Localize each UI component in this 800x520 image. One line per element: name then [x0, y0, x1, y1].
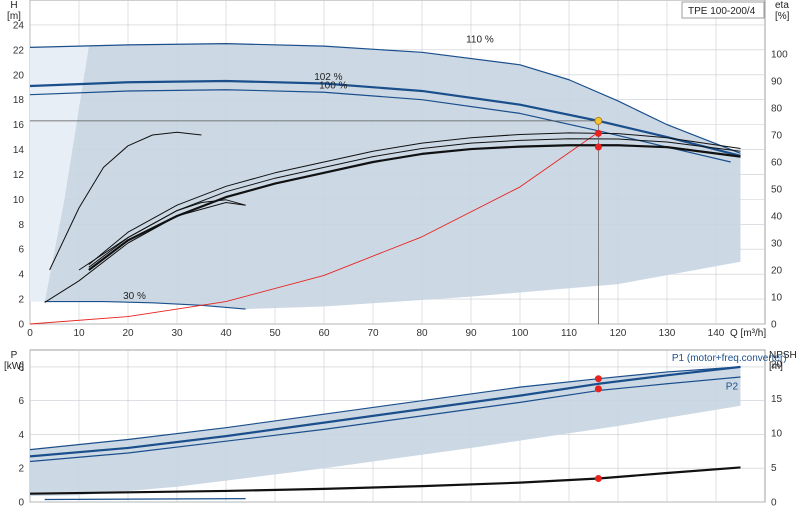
- x-tick-label: 40: [220, 328, 232, 339]
- y2-tick-label: 40: [771, 212, 783, 223]
- x-tick-label: 90: [465, 328, 477, 339]
- model-label: TPE 100-200/4: [688, 6, 756, 17]
- x-tick-label: 50: [269, 328, 281, 339]
- y2-tick-label: 70: [771, 131, 783, 142]
- series-line-p1-motor-freq-converter-: [29, 365, 741, 458]
- y-tick-label: 8: [18, 220, 24, 231]
- series-line-eta-30: [44, 202, 246, 303]
- y-tick-label: 16: [13, 120, 25, 131]
- y-tick-label: 12: [13, 170, 25, 181]
- duty-point: [594, 129, 602, 137]
- series-line-30-: [44, 300, 246, 310]
- x-axis-title: Q [m³/h]: [730, 328, 766, 339]
- x-tick-label: 30: [171, 328, 183, 339]
- curve-label: 30 %: [123, 291, 146, 302]
- y-axis-title-top: H [m]: [7, 0, 21, 22]
- x-tick-label: 120: [610, 328, 627, 339]
- y2-axis-title-bottom: NPSH [m]: [769, 350, 797, 372]
- y2-tick-label: 80: [771, 104, 783, 115]
- series-line-110-: [29, 43, 741, 154]
- y2-axis-title-top: eta [%]: [775, 0, 790, 22]
- series-line-p2: [29, 376, 741, 463]
- duty-point: [594, 375, 602, 383]
- series-line-eta-low: [49, 131, 202, 271]
- x-tick-label: 80: [416, 328, 428, 339]
- y-tick-label: 20: [13, 70, 25, 81]
- operating-range-bottom: [30, 366, 741, 497]
- x-tick-label: 70: [367, 328, 379, 339]
- y-tick-label: 4: [18, 270, 24, 281]
- y2-tick-label: 20: [771, 266, 783, 277]
- x-tick-label: 20: [122, 328, 134, 339]
- y-axis-title-bottom: P [kW]: [4, 350, 24, 372]
- y-tick-label-bottom: 2: [18, 464, 24, 475]
- y-tick-label: 14: [13, 145, 25, 156]
- y-tick-label: 10: [13, 195, 25, 206]
- x-tick-label: 0: [27, 328, 33, 339]
- series-line-eta-30-lower: [78, 199, 246, 271]
- curve-label: 100 %: [319, 80, 347, 91]
- y-tick-label: 18: [13, 95, 25, 106]
- duty-point: [594, 475, 602, 483]
- model-box: [681, 1, 765, 19]
- x-tick-label: 10: [73, 328, 85, 339]
- y-tick-label: 24: [13, 20, 25, 31]
- y-tick-label-bottom: 8: [18, 362, 24, 373]
- y-tick-label-bottom: 0: [18, 498, 24, 509]
- series-line-p-30: [44, 498, 246, 501]
- y2-tick-label-bottom: 5: [771, 463, 777, 474]
- curve-label: 102 %: [314, 72, 342, 83]
- series-line-100-: [29, 89, 731, 163]
- duty-point: [594, 385, 602, 393]
- y-tick-label-bottom: 6: [18, 396, 24, 407]
- duty-point: [594, 143, 602, 151]
- y-tick-label-bottom: 4: [18, 430, 24, 441]
- y2-tick-label: 0: [771, 320, 777, 331]
- y2-tick-label-bottom: 20: [771, 359, 783, 370]
- y2-tick-label: 30: [771, 239, 783, 250]
- x-tick-label: 130: [659, 328, 676, 339]
- series-line-102-: [29, 79, 741, 157]
- y-tick-label: 6: [18, 245, 24, 256]
- y2-tick-label: 100: [771, 50, 788, 61]
- y2-tick-label-bottom: 10: [771, 428, 783, 439]
- x-tick-label: 110: [561, 328, 577, 339]
- curve-label: 110 %: [466, 34, 494, 45]
- y2-tick-label: 90: [771, 77, 783, 88]
- duty-point: [594, 116, 603, 125]
- operating-range-top-light: [30, 46, 89, 302]
- series-line-system: [29, 131, 599, 325]
- y2-tick-label: 50: [771, 185, 783, 196]
- y2-tick-label-bottom: 15: [771, 394, 783, 405]
- curve-label-p1: P1 (motor+freq.converter): [672, 353, 787, 364]
- series-line-npsh: [29, 466, 741, 495]
- x-tick-label: 60: [318, 328, 330, 339]
- y2-tick-label: 10: [771, 293, 783, 304]
- operating-range-top: [44, 43, 741, 310]
- y2-tick-label-bottom: 0: [771, 498, 777, 509]
- series-line-eta-main: [88, 144, 741, 271]
- y-tick-label: 22: [13, 45, 25, 56]
- series-line-eta-upper: [88, 132, 741, 265]
- y2-tick-label: 60: [771, 158, 783, 169]
- curve-label-p2: P2: [726, 381, 739, 392]
- series-line-p-upper: [29, 366, 741, 451]
- x-tick-label: 140: [708, 328, 725, 339]
- y-tick-label: 2: [18, 295, 24, 306]
- x-tick-label: 100: [512, 328, 529, 339]
- y-tick-label: 0: [18, 320, 24, 331]
